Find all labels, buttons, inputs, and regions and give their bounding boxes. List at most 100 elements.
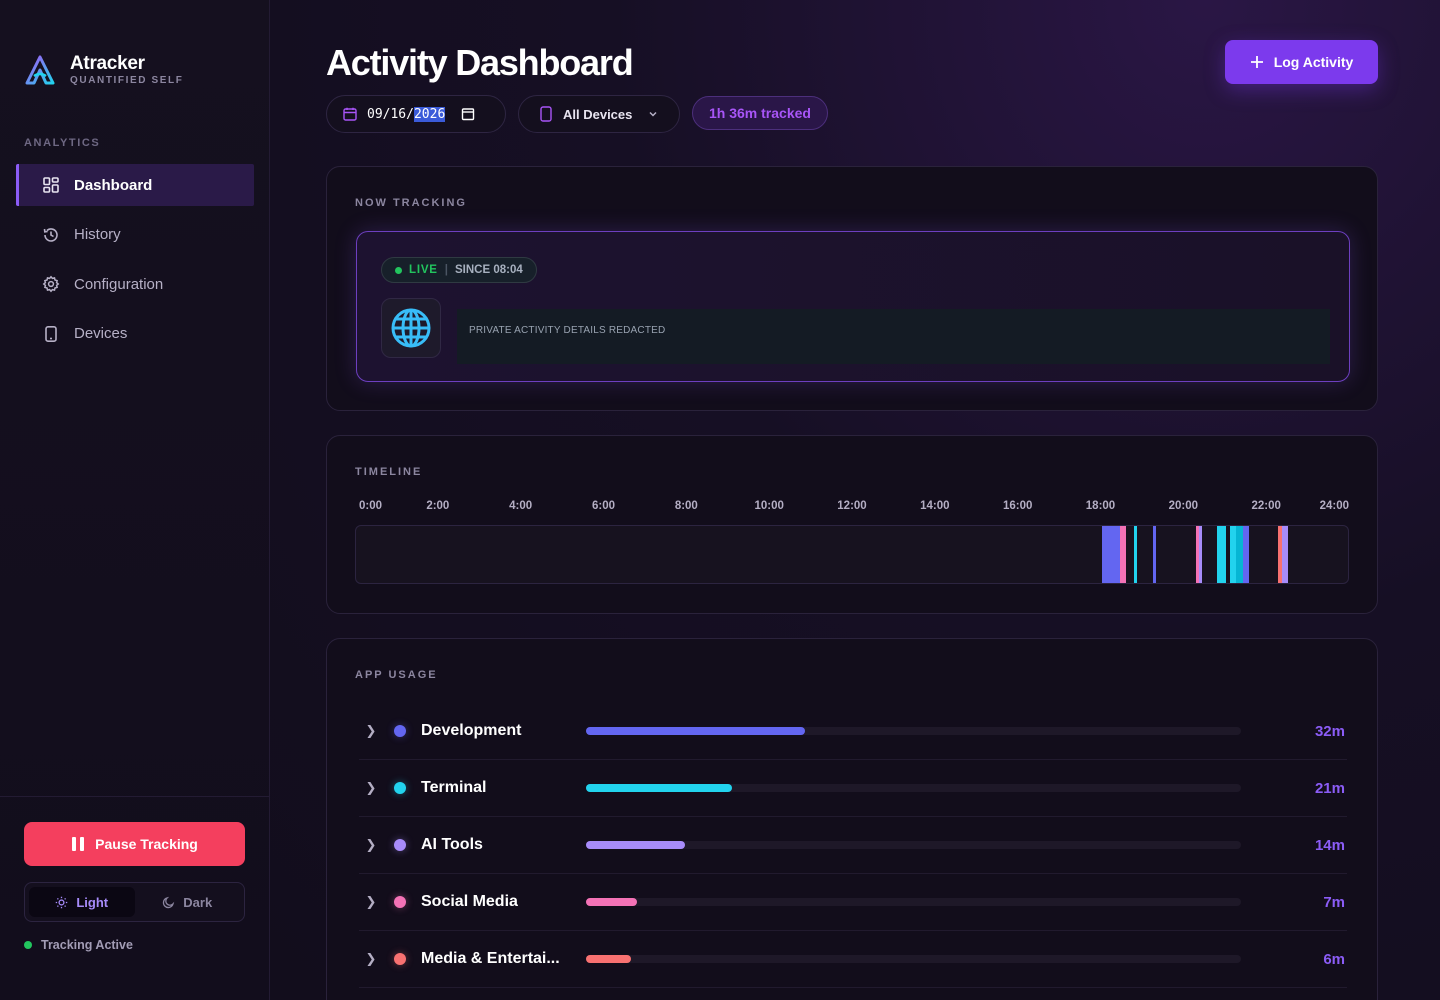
sidebar-nav: Dashboard History Configuration Devices [16, 164, 254, 362]
app-usage-row[interactable]: ❯ Development 32m [359, 703, 1347, 760]
category-time: 32m [1314, 722, 1345, 740]
timeline-segment[interactable] [1119, 526, 1126, 583]
date-value[interactable]: 09/16/2026 [367, 106, 446, 122]
timeline-segment[interactable] [1152, 526, 1157, 583]
calendar-picker-icon[interactable] [461, 107, 475, 121]
brand-subtitle: QUANTIFIED SELF [70, 75, 184, 86]
chevron-right-icon[interactable]: ❯ [365, 723, 377, 738]
sun-icon [56, 896, 68, 908]
tracking-status: Tracking Active [24, 938, 133, 952]
app-usage-row[interactable]: ❯ Terminal 21m [359, 760, 1347, 817]
timeline-tick-label: 4:00 [509, 500, 533, 512]
grid-icon [43, 177, 59, 193]
category-time: 6m [1323, 950, 1345, 968]
timeline-segment[interactable] [1217, 526, 1226, 583]
calendar-icon [343, 107, 357, 121]
timeline-segment[interactable] [1195, 526, 1200, 583]
timeline-tick-label: 2:00 [426, 500, 450, 512]
moon-icon [163, 896, 175, 908]
usage-bar-fill [586, 898, 638, 906]
category-color-dot [394, 782, 406, 794]
sidebar-footer: Pause Tracking Light Dark Tracking Activ… [0, 796, 270, 1000]
timeline-tick-label: 18:00 [1085, 500, 1116, 512]
category-color-dot [394, 896, 406, 908]
timeline-tick-label: 10:00 [754, 500, 784, 512]
timeline-segment[interactable] [1102, 526, 1120, 583]
sidebar-item-history[interactable]: History [16, 214, 254, 256]
timeline-tick-label: 14:00 [920, 500, 950, 512]
plus-icon [1250, 56, 1263, 68]
category-time: 21m [1314, 779, 1345, 797]
live-status-badge: LIVE | SINCE 08:04 [381, 257, 537, 283]
app-usage-row[interactable]: ❯ Media & Entertai... 6m [359, 931, 1347, 988]
category-name: AI Tools [421, 836, 483, 853]
timeline-segment[interactable] [1236, 526, 1243, 583]
chevron-right-icon[interactable]: ❯ [365, 951, 377, 966]
timeline-tick-label: 16:00 [1002, 500, 1033, 512]
usage-bar [586, 784, 1241, 792]
status-dot-icon [24, 941, 32, 949]
device-icon [540, 106, 552, 122]
log-activity-button[interactable]: Log Activity [1225, 40, 1378, 84]
timeline-card: TIMELINE 0:00 2:00 4:00 6:00 8:00 10:00 12:00 1… [326, 435, 1378, 614]
theme-toggle: Light Dark [24, 882, 245, 922]
app-usage-heading: APP USAGE [355, 669, 438, 681]
sidebar-item-label: History [74, 226, 121, 243]
usage-bar [586, 955, 1241, 963]
sidebar-item-label: Configuration [74, 275, 164, 293]
theme-light-option[interactable]: Light [29, 887, 135, 917]
pause-tracking-label: Pause Tracking [95, 836, 198, 852]
sidebar-item-devices[interactable]: Devices [16, 313, 254, 355]
pause-tracking-button[interactable]: Pause Tracking [24, 822, 245, 866]
live-dot-icon [395, 266, 402, 274]
live-label: LIVE [409, 264, 438, 276]
app-usage-row[interactable]: ❯ Social Media 7m [359, 874, 1347, 931]
timeline-track[interactable] [355, 525, 1349, 584]
chevron-right-icon[interactable]: ❯ [365, 837, 377, 852]
category-time: 7m [1323, 893, 1345, 911]
timeline-segment[interactable] [1281, 526, 1288, 583]
device-filter-select[interactable]: All Devices [518, 95, 680, 133]
timeline-tick-label: 12:00 [837, 500, 867, 512]
timeline-segment[interactable] [1243, 526, 1249, 583]
category-color-dot [394, 725, 406, 737]
filter-bar: 09/16/2026 All Devices 1h 36m tracked [326, 95, 828, 133]
usage-bar-fill [586, 784, 733, 792]
nav-section-label: ANALYTICS [24, 137, 101, 149]
sidebar-item-dashboard[interactable]: Dashboard [16, 164, 254, 206]
category-name: Social Media [421, 893, 518, 910]
theme-dark-option[interactable]: Dark [135, 887, 241, 917]
category-name: Terminal [421, 779, 487, 796]
chevron-right-icon[interactable]: ❯ [365, 894, 377, 909]
category-time: 14m [1314, 836, 1345, 854]
date-picker[interactable]: 09/16/2026 [326, 95, 506, 133]
app-usage-row[interactable]: ❯ AI Tools 14m [359, 817, 1347, 874]
sidebar-item-configuration[interactable]: Configuration [16, 263, 254, 305]
date-day: 16 [390, 106, 407, 122]
usage-bar-fill [586, 955, 632, 963]
log-activity-label: Log Activity [1273, 54, 1354, 70]
timeline-heading: TIMELINE [355, 466, 423, 478]
brand-name: Atracker [70, 53, 145, 74]
sidebar-item-label: Devices [74, 325, 128, 342]
timeline-segment[interactable] [1133, 526, 1138, 583]
timeline-segment[interactable] [1199, 526, 1203, 583]
category-color-dot [394, 839, 406, 851]
timeline-segment[interactable] [1277, 526, 1282, 583]
date-month: 09 [367, 106, 383, 122]
category-name: Development [421, 722, 522, 739]
usage-bar [586, 841, 1241, 849]
brand[interactable]: Atracker QUANTIFIED SELF [24, 54, 183, 86]
category-name: Media & Entertai... [421, 950, 560, 967]
timeline-segment[interactable] [1229, 526, 1237, 583]
gear-icon [42, 275, 60, 293]
timeline-tick-label: 24:00 [1319, 500, 1349, 512]
tracked-total-badge: 1h 36m tracked [692, 96, 828, 130]
main-content: Activity Dashboard Log Activity 09/16/20… [270, 0, 1440, 1000]
chevron-right-icon[interactable]: ❯ [365, 780, 377, 795]
sidebar: Atracker QUANTIFIED SELF ANALYTICS Dashb… [0, 0, 270, 1000]
timeline-tick-label: 0:00 [359, 500, 383, 512]
page-title: Activity Dashboard [326, 42, 634, 83]
badge-separator: | [444, 264, 448, 276]
history-icon [43, 227, 58, 242]
